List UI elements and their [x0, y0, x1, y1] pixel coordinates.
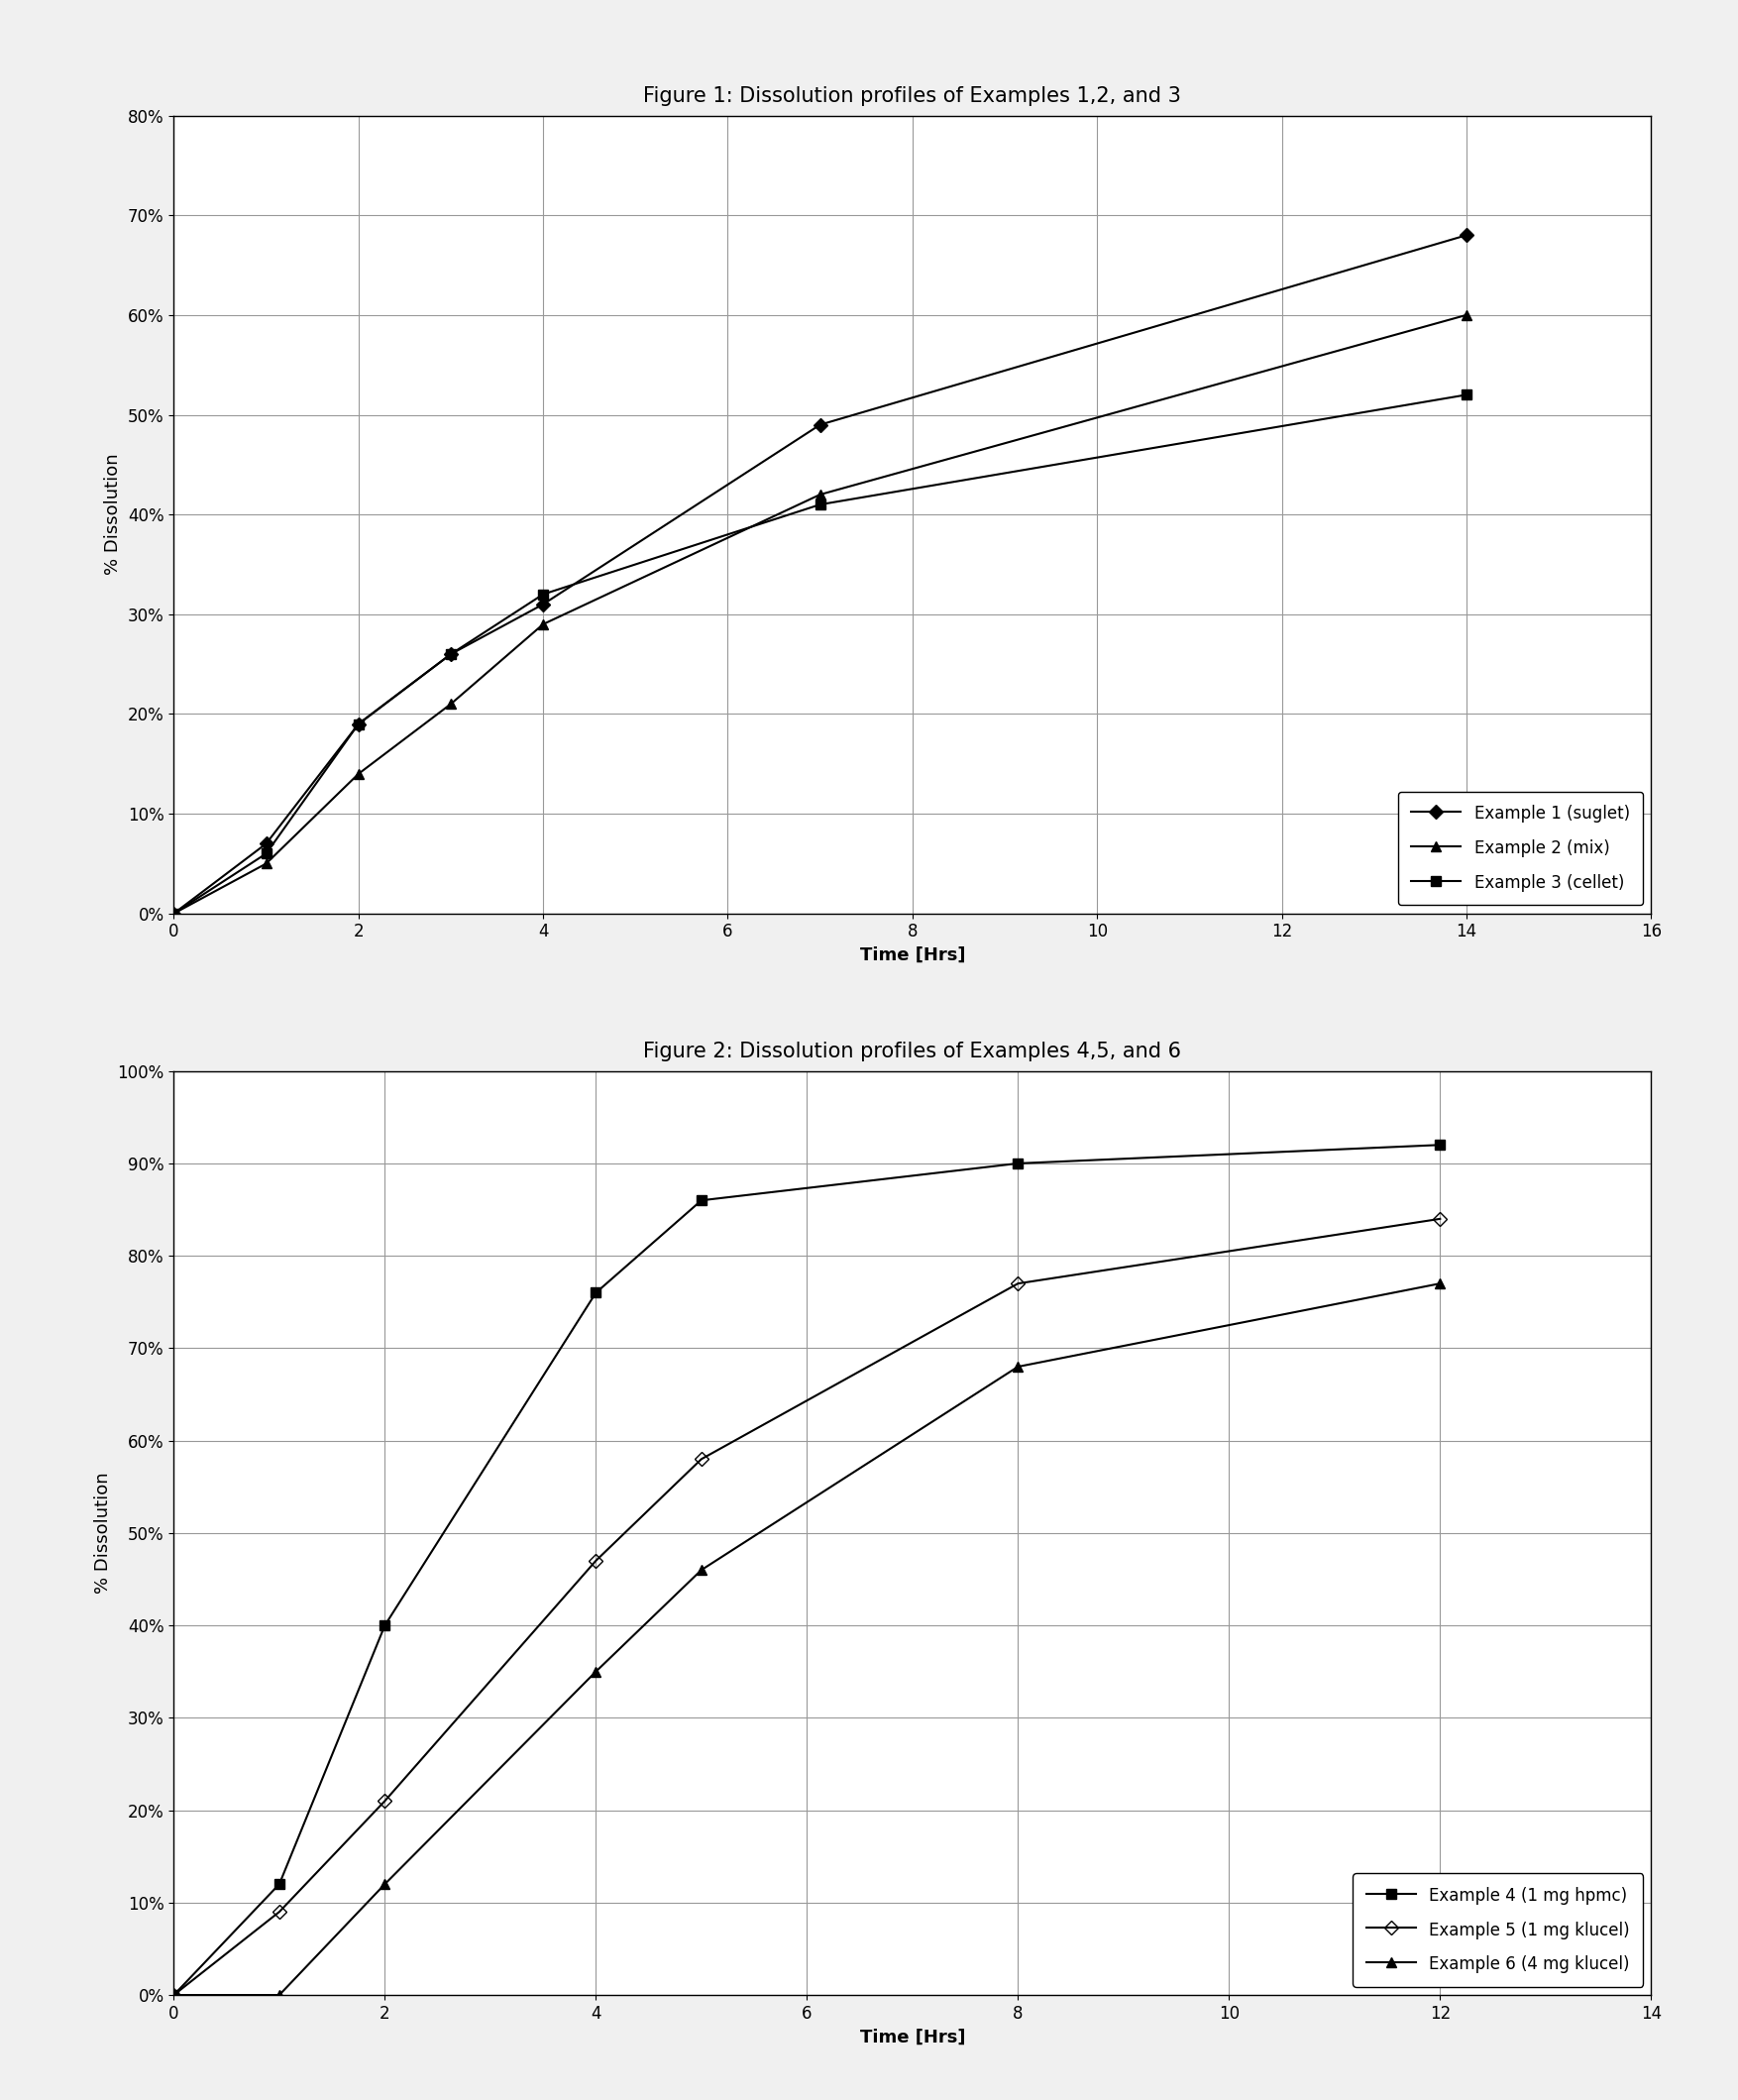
Example 5 (1 mg klucel) — [586, 1548, 607, 1573]
Example 6 (4 mg klucel) — [269, 1982, 290, 2008]
Title: Figure 1: Dissolution profiles of Examples 1,2, and 3: Figure 1: Dissolution profiles of Exampl… — [643, 86, 1182, 105]
Y-axis label: % Dissolution: % Dissolution — [94, 1472, 111, 1594]
Example 4 (1 mg hpmc) — [1008, 1151, 1029, 1176]
Example 2 (mix) — [532, 611, 553, 636]
Example 2 (mix) — [348, 760, 368, 785]
Example 1 (suglet) — [440, 643, 461, 668]
Line: Example 6 (4 mg klucel): Example 6 (4 mg klucel) — [169, 1279, 1444, 1999]
Example 6 (4 mg klucel) — [586, 1659, 607, 1684]
Example 3 (cellet) — [810, 491, 831, 517]
Example 6 (4 mg klucel) — [692, 1558, 713, 1583]
Example 2 (mix) — [1456, 302, 1477, 328]
Line: Example 1 (suglet): Example 1 (suglet) — [169, 231, 1472, 918]
Example 3 (cellet) — [532, 582, 553, 607]
Example 5 (1 mg klucel) — [163, 1982, 184, 2008]
Example 6 (4 mg klucel) — [1430, 1270, 1451, 1296]
Example 2 (mix) — [440, 691, 461, 716]
Example 4 (1 mg hpmc) — [1430, 1132, 1451, 1157]
Line: Example 5 (1 mg klucel): Example 5 (1 mg klucel) — [169, 1214, 1444, 1999]
Title: Figure 2: Dissolution profiles of Examples 4,5, and 6: Figure 2: Dissolution profiles of Exampl… — [643, 1042, 1182, 1060]
Example 4 (1 mg hpmc) — [692, 1189, 713, 1214]
Example 1 (suglet) — [532, 592, 553, 617]
Example 3 (cellet) — [348, 712, 368, 737]
Example 1 (suglet) — [1456, 223, 1477, 248]
Example 4 (1 mg hpmc) — [374, 1613, 395, 1638]
Line: Example 3 (cellet): Example 3 (cellet) — [169, 391, 1472, 918]
X-axis label: Time [Hrs]: Time [Hrs] — [860, 2029, 965, 2045]
Legend: Example 1 (suglet), Example 2 (mix), Example 3 (cellet): Example 1 (suglet), Example 2 (mix), Exa… — [1397, 792, 1642, 905]
Example 5 (1 mg klucel) — [269, 1898, 290, 1924]
Legend: Example 4 (1 mg hpmc), Example 5 (1 mg klucel), Example 6 (4 mg klucel): Example 4 (1 mg hpmc), Example 5 (1 mg k… — [1352, 1873, 1642, 1987]
Example 3 (cellet) — [255, 842, 276, 867]
Example 6 (4 mg klucel) — [1008, 1354, 1029, 1380]
Example 1 (suglet) — [255, 832, 276, 857]
Line: Example 2 (mix): Example 2 (mix) — [169, 311, 1472, 918]
Example 1 (suglet) — [348, 712, 368, 737]
Example 6 (4 mg klucel) — [374, 1871, 395, 1896]
Example 6 (4 mg klucel) — [163, 1982, 184, 2008]
Example 4 (1 mg hpmc) — [269, 1871, 290, 1896]
Example 5 (1 mg klucel) — [692, 1447, 713, 1472]
Example 4 (1 mg hpmc) — [163, 1982, 184, 2008]
Example 1 (suglet) — [810, 412, 831, 437]
Example 3 (cellet) — [163, 901, 184, 926]
Y-axis label: % Dissolution: % Dissolution — [104, 454, 122, 575]
Line: Example 4 (1 mg hpmc): Example 4 (1 mg hpmc) — [169, 1140, 1444, 1999]
Example 5 (1 mg klucel) — [1430, 1205, 1451, 1231]
Example 1 (suglet) — [163, 901, 184, 926]
Example 5 (1 mg klucel) — [1008, 1270, 1029, 1296]
Example 2 (mix) — [255, 850, 276, 876]
Example 3 (cellet) — [1456, 382, 1477, 407]
X-axis label: Time [Hrs]: Time [Hrs] — [860, 947, 965, 964]
Example 2 (mix) — [163, 901, 184, 926]
Example 5 (1 mg klucel) — [374, 1789, 395, 1814]
Example 3 (cellet) — [440, 643, 461, 668]
Example 4 (1 mg hpmc) — [586, 1281, 607, 1306]
Example 2 (mix) — [810, 481, 831, 506]
